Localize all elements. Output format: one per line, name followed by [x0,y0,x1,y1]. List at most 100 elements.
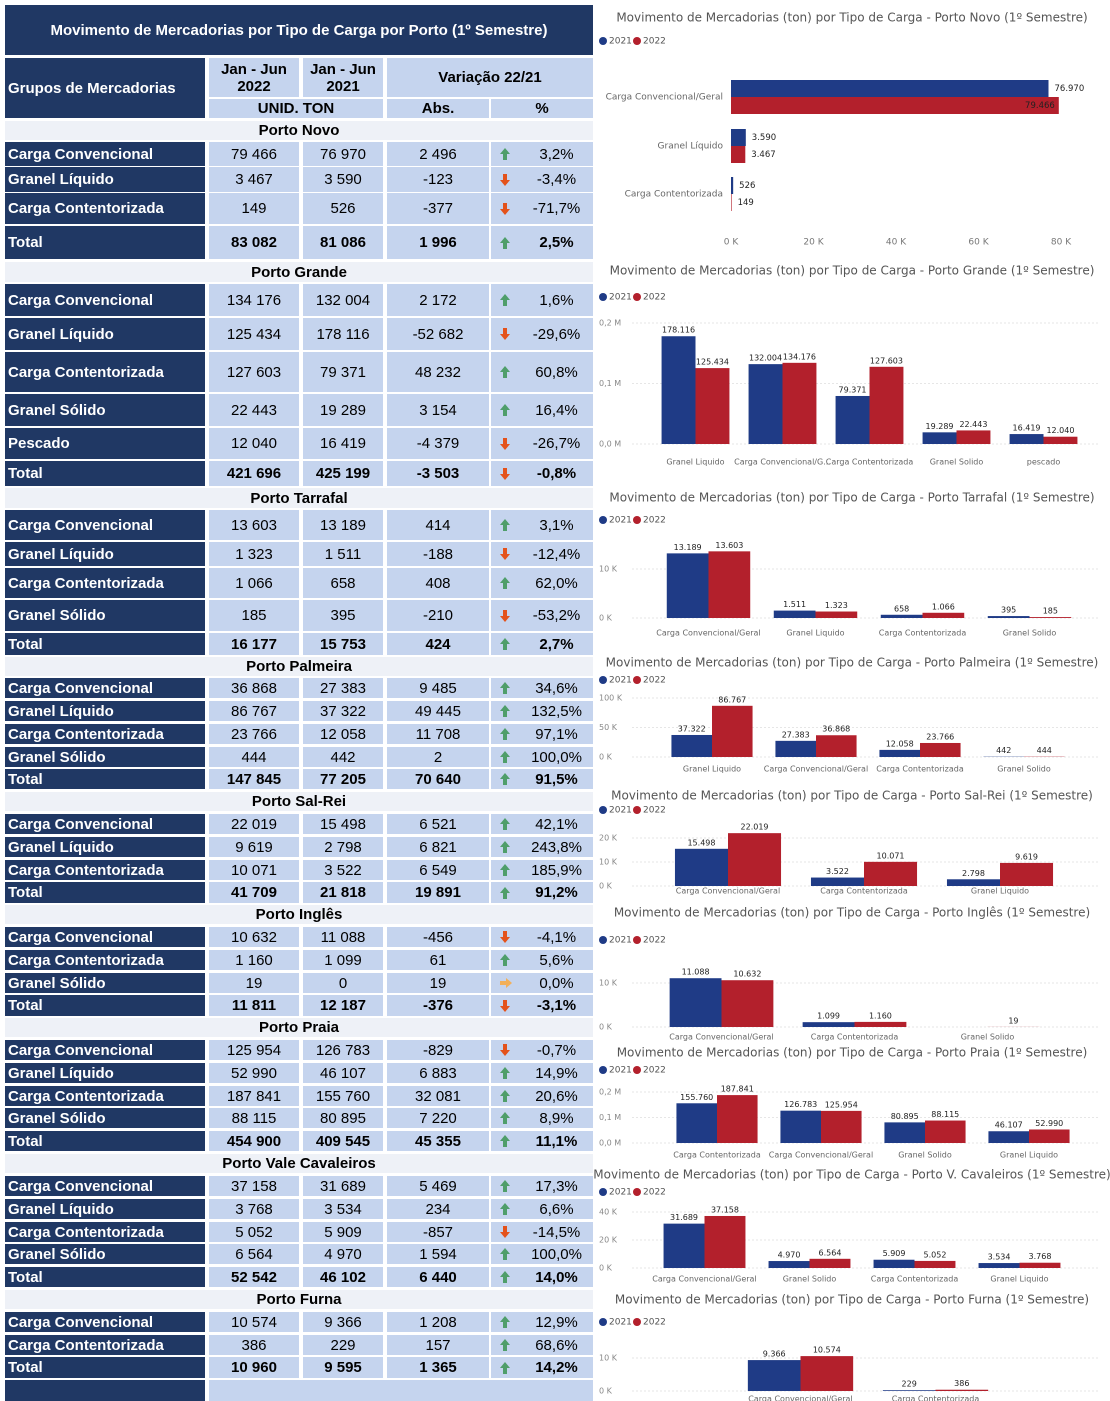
cell: 45 355 [387,1131,489,1151]
cell: 9 485 [387,678,489,698]
bar [1029,617,1072,618]
bar [879,749,920,757]
value-label: 526 [739,181,755,191]
value-label: 658 [894,604,909,613]
legend-swatch [599,806,607,814]
bar [731,194,732,211]
cell: 80 895 [303,1108,383,1128]
arrow-shape [499,366,510,378]
bar [768,1261,810,1268]
category-label: Carga Contentorizada [820,887,908,896]
y-tick-label: 0 K [599,753,613,762]
cell: 37 322 [303,701,383,721]
cell: -52 682 [387,318,489,350]
legend-label: 2021 [609,936,632,946]
arrow-icon [499,294,510,306]
bar [810,877,864,886]
cell-pct: 11,1% [520,1131,593,1151]
row-name: Total [5,769,205,789]
value-label: 3.534 [988,1253,1011,1262]
trend-arrow [491,747,520,767]
value-label: 5.909 [883,1249,906,1258]
cell: 1 594 [387,1244,489,1264]
cell: 2 496 [387,142,489,166]
trend-arrow [491,950,520,970]
arrow-shape [499,173,510,186]
row-name: Carga Convencional [5,814,205,834]
trend-arrow [491,1335,520,1355]
value-label: 3.522 [826,867,849,876]
row-name: Granel Líquido [5,542,205,566]
port-header: Porto Palmeira [5,657,593,676]
cell: 386 [209,1335,299,1355]
y-tick-label: 0,0 M [599,1139,621,1148]
cell-pct: 185,9% [520,860,593,880]
cell: 408 [387,568,489,598]
cell: 9 595 [303,1357,383,1378]
row-name: Carga Contentorizada [5,1086,205,1106]
row-name: Carga Contentorizada [5,1335,205,1355]
row-name: Granel Líquido [5,167,205,192]
row-name: Carga Contentorizada [5,724,205,744]
arrow-shape [499,841,510,853]
arrow-icon [499,437,510,450]
category-label: Granel Solido [961,1033,1015,1042]
cell: 32 081 [387,1086,489,1106]
cell: -857 [387,1222,489,1242]
trend-arrow [491,769,520,789]
legend-label: 2021 [609,806,632,816]
arrow-icon [499,638,510,650]
cell: 3 590 [303,167,383,192]
row-name: Carga Convencional [5,1312,205,1332]
x-tick-label: 20 K [803,238,824,248]
cell: 1 208 [387,1312,489,1332]
bar [674,848,728,886]
cell: 10 071 [209,860,299,880]
arrow-shape [499,1361,510,1374]
legend-swatch [633,516,641,524]
cell-pct: 60,8% [520,352,593,392]
cell: 185 [209,600,299,631]
legend-swatch [633,936,641,944]
cell: 31 689 [303,1176,383,1196]
arrow-icon [499,999,510,1012]
arrow-icon [499,841,510,853]
bar [880,614,923,618]
category-label: Granel Liquido [971,887,1029,896]
cell: 134 176 [209,284,299,316]
cell: -829 [387,1040,489,1060]
value-label: 6.564 [819,1248,842,1257]
category-label: Carga Convencional/G... [734,458,831,467]
trend-arrow [491,1244,520,1264]
category-label: pescado [1027,458,1061,467]
cell: 10 574 [209,1312,299,1332]
cell: 234 [387,1199,489,1219]
value-label: 46.107 [995,1121,1023,1130]
x-tick-label: 80 K [1051,238,1072,248]
bar [1009,434,1044,444]
legend-label: 2022 [643,1318,666,1328]
header-2021: Jan - Jun 2021 [303,58,383,97]
arrow-shape [499,864,510,876]
category-label: Carga Contentorizada [625,190,723,200]
table-title: Movimento de Mercadorias por Tipo de Car… [5,5,593,55]
cell: 61 [387,950,489,970]
y-tick-label: 40 K [599,1208,618,1217]
port-header: Porto Furna [5,1290,593,1309]
arrow-shape [499,437,510,450]
value-label: 19 [1008,1016,1018,1025]
bar [666,553,709,618]
cell: 46 102 [303,1267,383,1287]
row-name: Carga Contentorizada [5,1222,205,1242]
legend-label: 2022 [643,516,666,526]
arrow-shape [499,236,510,249]
x-tick-label: 60 K [968,238,989,248]
trend-arrow [491,1063,520,1083]
bar [884,1122,925,1143]
y-tick-label: 0 K [599,1264,613,1273]
value-label: 22.019 [741,823,769,832]
bar [978,1263,1020,1268]
legend-label: 2021 [609,1066,632,1076]
row-name: Granel Líquido [5,1063,205,1083]
cell: 79 466 [209,142,299,166]
